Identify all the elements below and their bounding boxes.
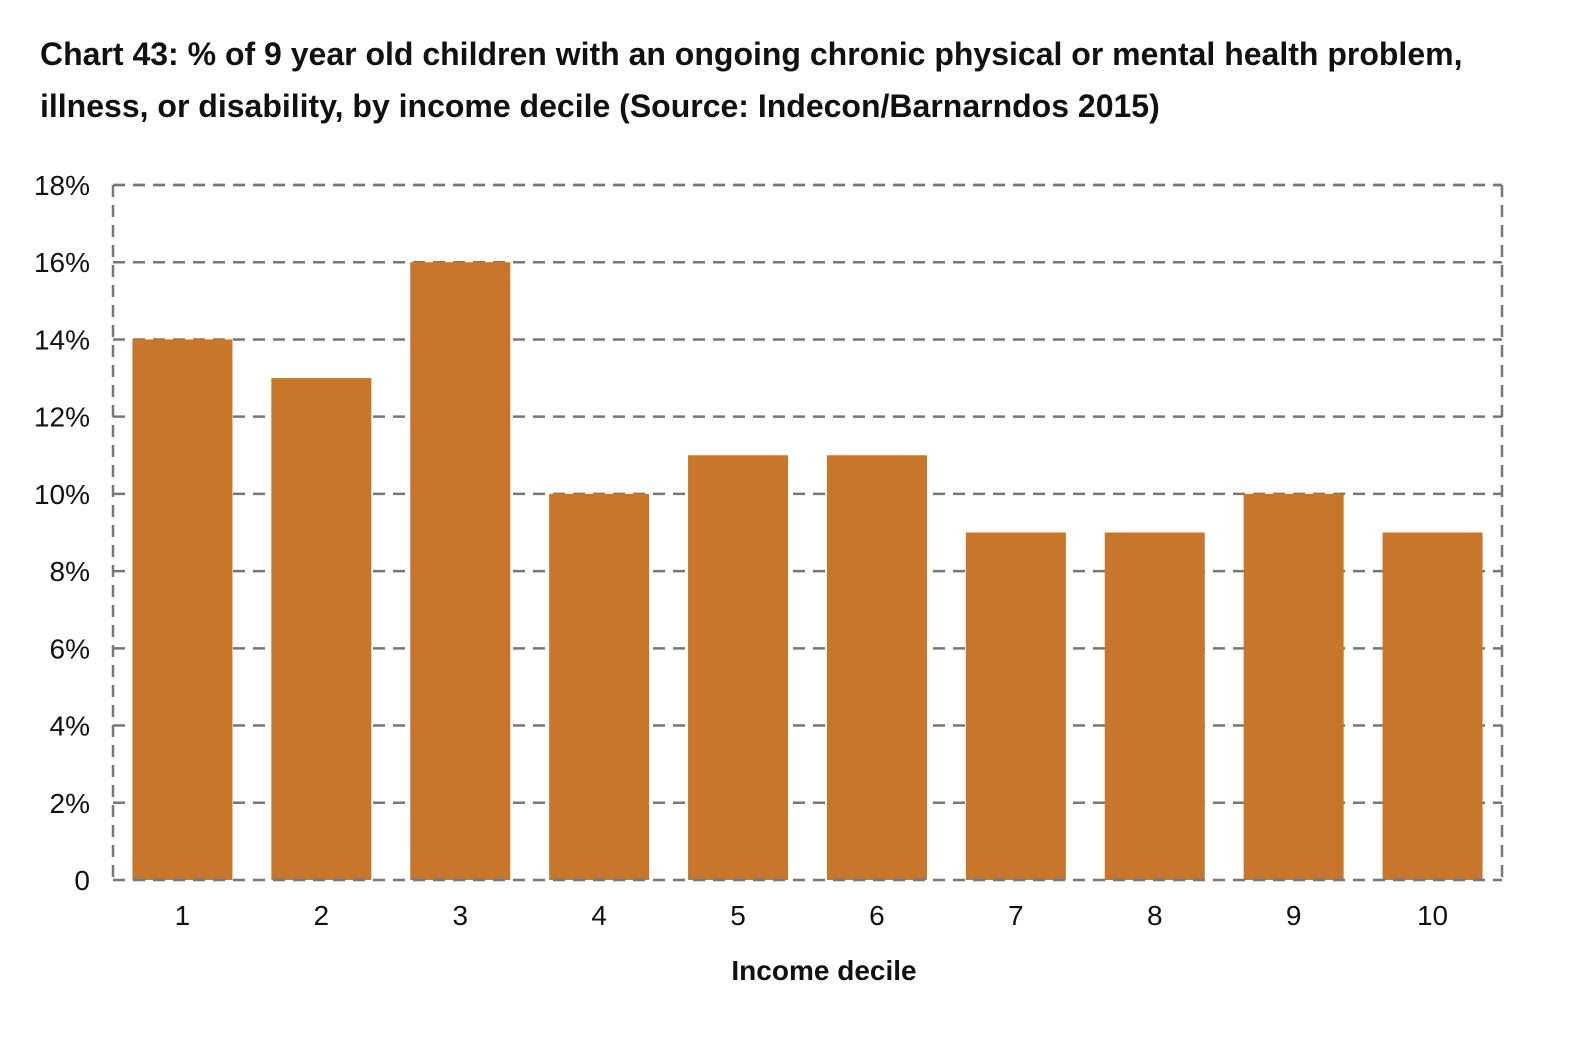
x-tick-label: 9 [1286,900,1302,931]
bar-decile-1 [132,339,233,880]
plot-frame [111,183,1504,882]
chart-title: Chart 43: % of 9 year old children with … [40,36,1463,124]
bar-decile-9 [1243,493,1344,880]
bar-decile-8 [1104,532,1205,880]
bar-decile-3 [410,262,511,880]
y-tick-label: 2% [50,788,90,819]
bar-decile-10 [1382,532,1483,880]
bar-decile-5 [688,455,789,880]
bars [132,262,1483,880]
x-tick-label: 4 [591,900,607,931]
x-tick-label: 2 [314,900,330,931]
x-tick-label: 7 [1008,900,1024,931]
x-tick-label: 5 [730,900,746,931]
y-tick-label: 14% [34,324,90,355]
x-tick-label: 1 [175,900,191,931]
bar-decile-2 [271,378,372,880]
x-tick-label: 3 [452,900,468,931]
y-tick-label: 10% [34,479,90,510]
x-tick-label: 10 [1417,900,1448,931]
y-axis-ticks: 0 2% 4% 6% 8% 10% 12% 14% 16% 18% [34,170,90,896]
x-axis-label: Income decile [731,955,916,986]
y-tick-label: 16% [34,247,90,278]
y-tick-label: 12% [34,402,90,433]
y-tick-label: 4% [50,711,90,742]
y-tick-label: 8% [50,556,90,587]
bar-decile-7 [965,532,1066,880]
y-tick-label: 18% [34,170,90,201]
x-tick-label: 8 [1147,900,1163,931]
bar-decile-4 [549,493,650,880]
x-tick-label: 6 [869,900,885,931]
y-tick-label: 0 [74,865,90,896]
y-tick-label: 6% [50,633,90,664]
x-axis-ticks: 1 2 3 4 5 6 7 8 9 10 [175,900,1448,931]
bar-decile-6 [826,455,927,880]
